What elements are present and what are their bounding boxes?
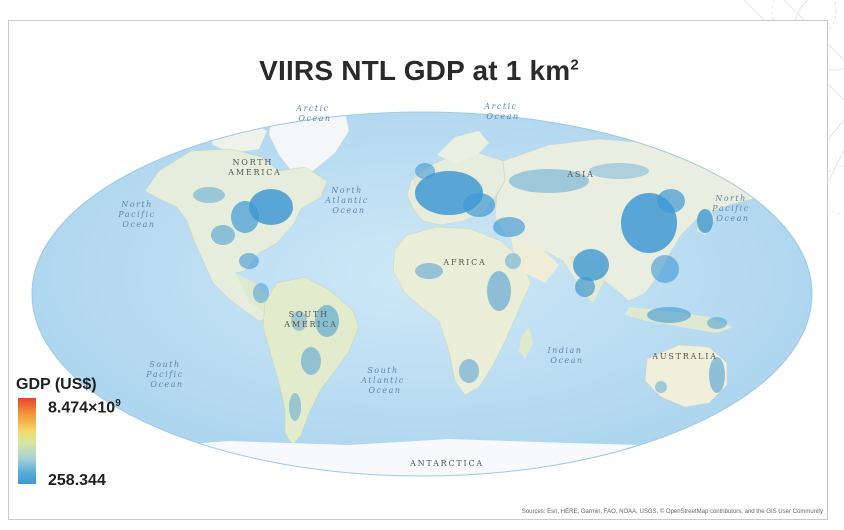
legend-max-value: 8.474×109	[48, 398, 121, 417]
gdp-density-overlay	[193, 163, 761, 421]
landmass-australia	[644, 344, 728, 408]
legend-color-ramp	[18, 398, 36, 484]
label-north-atlantic: North Atlantic Ocean	[324, 186, 373, 215]
legend-max-mantissa: 8.474×10	[48, 399, 116, 417]
legend-title: GDP (US$)	[16, 376, 97, 393]
landmass-greenland	[268, 112, 350, 174]
map-title: VIIRS NTL GDP at 1 km2	[9, 55, 829, 87]
landmass-antarctica	[99, 439, 809, 476]
legend: GDP (US$) 8.474×109 258.344	[8, 376, 158, 506]
label-north-pacific-right: North Pacific Ocean	[711, 194, 753, 223]
label-arctic-ocean-left: Arctic Ocean	[295, 104, 333, 123]
landmass-new-zealand	[751, 391, 765, 419]
map-title-text: VIIRS NTL GDP at 1 km	[259, 55, 571, 86]
map-attribution: Sources: Esri, HERE, Garmin, FAO, NOAA, …	[521, 509, 823, 515]
legend-max-exponent: 9	[115, 398, 121, 409]
label-south-pacific: South Pacific Ocean	[145, 360, 187, 389]
landmass-madagascar	[519, 327, 533, 359]
label-south-america: SOUTH AMERICA	[283, 310, 338, 329]
legend-min-value: 258.344	[48, 472, 106, 489]
landmass-arabia	[511, 239, 559, 283]
label-antarctica: ANTARCTICA	[409, 459, 484, 468]
landmass-scandinavia	[437, 131, 489, 163]
world-map: Arctic Ocean Arctic Ocean North Pacific …	[31, 102, 813, 477]
map-title-superscript: 2	[570, 56, 579, 74]
label-asia: ASIA	[566, 170, 594, 179]
label-north-pacific-left: North Pacific Ocean	[117, 200, 159, 229]
label-south-atlantic: South Atlantic Ocean	[360, 366, 409, 395]
slide-frame: Arctic Ocean Arctic Ocean North Pacific …	[8, 20, 828, 520]
label-indian-ocean: Indian Ocean	[547, 346, 587, 365]
label-australia: AUSTRALIA	[651, 352, 718, 361]
label-arctic-ocean-right: Arctic Ocean	[483, 102, 521, 121]
label-africa: AFRICA	[442, 258, 486, 267]
label-north-america: NORTH AMERICA	[227, 158, 282, 177]
